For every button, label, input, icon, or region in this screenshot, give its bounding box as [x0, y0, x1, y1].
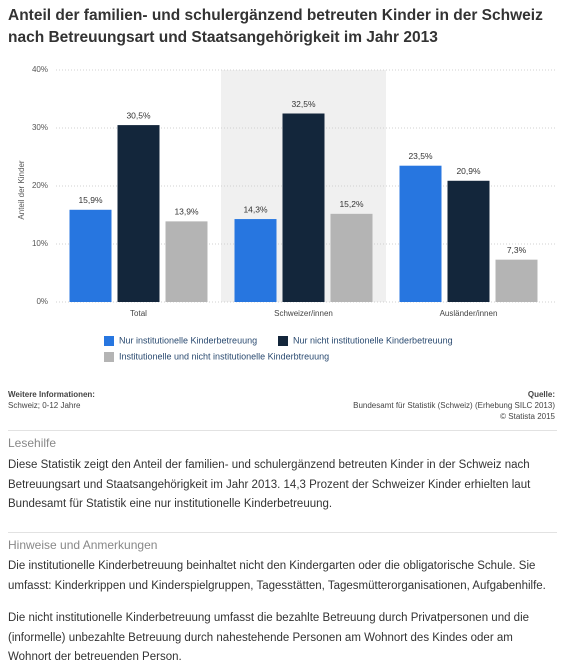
bar: [69, 209, 112, 302]
bar: [117, 125, 160, 302]
info-text: Schweiz; 0-12 Jahre: [8, 401, 81, 410]
value-label: 13,9%: [174, 207, 199, 217]
chart: Anteil der Kinder 0% 10% 20% 30% 40% Total 15,…: [17, 65, 555, 362]
value-label: 15,2%: [339, 199, 364, 209]
value-label: 7,3%: [507, 245, 527, 255]
source-text: Bundesamt für Statistik (Schweiz) (Erheb…: [353, 401, 555, 410]
y-tick-label: 20%: [32, 181, 48, 190]
bar: [399, 165, 442, 302]
legend-label: Institutionelle und nicht institutionell…: [119, 351, 329, 361]
value-label: 20,9%: [456, 166, 481, 176]
bar: [234, 219, 277, 302]
value-label: 30,5%: [126, 110, 151, 120]
legend-swatch: [278, 336, 288, 346]
legend-swatch: [104, 352, 114, 362]
x-tick-label: Ausländer/innen: [440, 309, 498, 318]
info-heading: Weitere Informationen:: [8, 390, 95, 399]
section-heading: Lesehilfe: [8, 430, 557, 450]
y-tick-label: 40%: [32, 65, 48, 74]
y-axis-label: Anteil der Kinder: [17, 160, 26, 219]
copyright: © Statista 2015: [500, 412, 555, 421]
value-label: 14,3%: [243, 204, 268, 214]
y-tick-label: 10%: [32, 239, 48, 248]
legend-label: Nur nicht institutionelle Kinderbetreuun…: [293, 335, 453, 345]
y-tick-label: 0%: [36, 297, 48, 306]
chart-title: Anteil der familien- und schulergänzend …: [8, 7, 543, 46]
x-tick-label: Total: [130, 309, 147, 318]
legend-label: Nur institutionelle Kinderbetreuung: [119, 335, 257, 345]
bar: [282, 113, 325, 302]
y-tick-label: 30%: [32, 123, 48, 132]
value-label: 32,5%: [291, 99, 316, 109]
paragraph: Die institutionelle Kinderbetreuung bein…: [8, 560, 546, 592]
paragraph: Diese Statistik zeigt den Anteil der fam…: [8, 459, 531, 510]
value-label: 15,9%: [78, 195, 103, 205]
source-heading: Quelle:: [527, 390, 555, 399]
paragraph: Die nicht institutionelle Kinderbetreuun…: [8, 612, 530, 663]
bar: [447, 180, 490, 302]
x-tick-label: Schweizer/innen: [274, 309, 333, 318]
bar: [495, 259, 538, 302]
section-heading: Hinweise und Anmerkungen: [8, 532, 557, 552]
bar: [165, 221, 208, 302]
legend-swatch: [104, 336, 114, 346]
value-label: 23,5%: [408, 151, 433, 161]
bar: [330, 213, 373, 302]
